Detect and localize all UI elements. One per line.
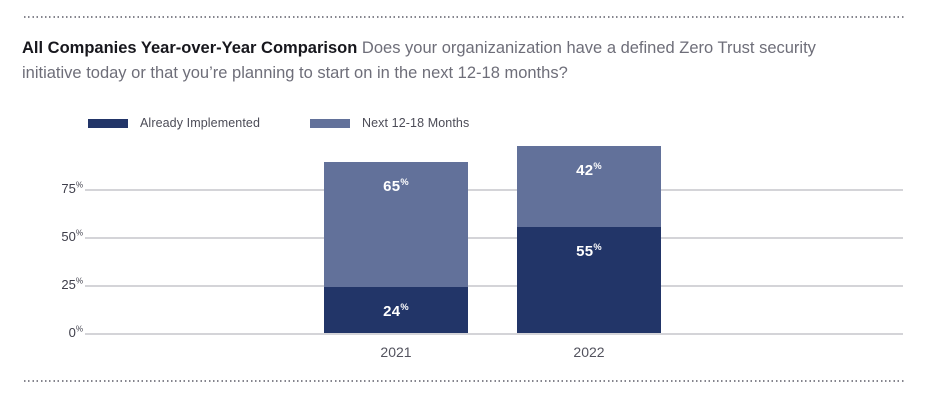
bar-value-label-2022-42: 42% [576,161,602,179]
bar-value-label-2022-55: 55% [576,242,602,260]
y-axis-tick-0: 0% [68,324,83,340]
top-dotted-divider [24,16,904,18]
y-axis-tick-50: 50% [61,228,83,244]
bar-segment-2022-next-12-18-months [517,146,661,227]
bar-value-label-2021-65: 65% [383,177,409,195]
x-axis-label-2021: 2021 [380,344,412,360]
y-axis-tick-75: 75% [61,180,83,196]
gridline-0 [85,333,903,335]
legend-item-next-12-18-months: Next 12-18 Months [310,114,469,132]
x-axis-label-2022: 2022 [573,344,605,360]
percent-sign: % [593,161,602,171]
bottom-dotted-divider [24,380,904,382]
percent-sign: % [75,180,83,190]
gridline-25 [85,285,903,287]
y-axis-tick-25: 25% [61,276,83,292]
percent-sign: % [75,276,83,286]
bar-value-label-2021-24: 24% [383,302,409,320]
legend-item-already-implemented: Already Implemented [88,114,260,132]
percent-sign: % [593,242,602,252]
chart-title: All Companies Year-over-Year Comparison … [22,36,856,86]
bar-segment-2021-next-12-18-months [324,162,468,287]
percent-sign: % [75,228,83,238]
legend-label-already-implemented: Already Implemented [140,116,261,130]
legend-swatch-already-implemented [88,118,128,128]
legend-label-next-12-18-months: Next 12-18 Months [362,116,470,130]
gridline-50 [85,237,903,239]
bar-segment-2021-already-implemented [324,287,468,333]
percent-sign: % [400,302,409,312]
percent-sign: % [400,177,409,187]
chart-title-bold: All Companies Year-over-Year Comparison [22,39,358,57]
chart-title-question: Does your organizanization have a define… [22,39,816,82]
bar-segment-2022-already-implemented [517,227,661,333]
percent-sign: % [75,324,83,334]
legend-swatch-next-12-18-months [310,118,350,128]
gridline-75 [85,189,903,191]
